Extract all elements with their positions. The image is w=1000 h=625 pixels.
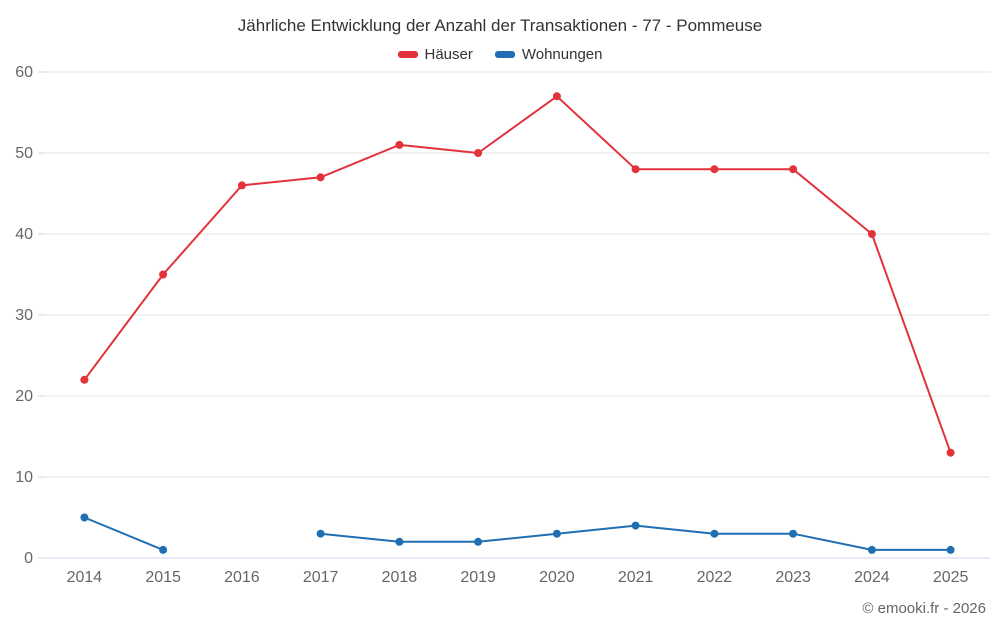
data-point-1-2023[interactable] — [789, 529, 798, 538]
ytick-label: 40 — [15, 226, 33, 243]
legend-item-0[interactable]: Häuser — [397, 46, 473, 63]
data-point-1-2015[interactable] — [159, 545, 168, 554]
legend-item-1[interactable]: Wohnungen — [494, 46, 603, 63]
data-point-1-2014[interactable] — [80, 513, 89, 522]
ytick-label: 20 — [15, 388, 33, 405]
data-point-0-2017[interactable] — [316, 173, 325, 182]
xtick-label: 2022 — [697, 569, 733, 586]
data-point-1-2021[interactable] — [631, 521, 640, 530]
data-point-0-2025[interactable] — [946, 448, 955, 457]
xtick-label: 2021 — [618, 569, 654, 586]
data-point-0-2022[interactable] — [710, 165, 719, 174]
chart-legend: Häuser Wohnungen — [0, 46, 1000, 63]
data-point-1-2020[interactable] — [552, 529, 561, 538]
xtick-label: 2019 — [460, 569, 496, 586]
data-point-1-2019[interactable] — [474, 537, 483, 546]
data-point-1-2022[interactable] — [710, 529, 719, 538]
xtick-label: 2016 — [224, 569, 260, 586]
legend-swatch-icon — [397, 51, 418, 58]
chart-title: Jährliche Entwicklung der Anzahl der Tra… — [237, 16, 763, 35]
xtick-label: 2023 — [775, 569, 811, 586]
series-line-0 — [83, 95, 952, 454]
data-point-0-2019[interactable] — [474, 149, 483, 157]
legend-swatch-icon — [494, 51, 515, 58]
data-point-0-2020[interactable] — [552, 92, 561, 101]
data-point-1-2024[interactable] — [867, 545, 876, 554]
data-point-1-2018[interactable] — [395, 537, 404, 546]
ytick-label: 0 — [24, 550, 33, 567]
data-point-0-2024[interactable] — [867, 230, 876, 238]
data-point-0-2018[interactable] — [395, 140, 404, 149]
footer-credit: © emooki.fr - 2026 — [862, 600, 986, 617]
data-point-0-2023[interactable] — [789, 165, 798, 174]
xtick-label: 2014 — [67, 569, 103, 586]
xtick-label: 2017 — [303, 569, 339, 586]
xtick-label: 2025 — [933, 569, 969, 586]
ytick-label: 30 — [15, 307, 33, 324]
data-point-0-2014[interactable] — [80, 375, 89, 384]
data-point-1-2025[interactable] — [946, 545, 955, 554]
data-point-0-2015[interactable] — [159, 270, 168, 279]
legend-label: Wohnungen — [521, 46, 603, 63]
xtick-label: 2018 — [382, 569, 418, 586]
ytick-label: 60 — [15, 64, 33, 81]
xtick-label: 2024 — [854, 569, 890, 586]
data-point-1-2017[interactable] — [316, 529, 325, 538]
ytick-label: 50 — [15, 145, 33, 162]
series-line-1 — [83, 516, 952, 551]
legend-label: Häuser — [424, 46, 473, 63]
data-point-0-2016[interactable] — [237, 181, 246, 190]
xtick-label: 2015 — [145, 569, 181, 586]
ytick-label: 10 — [15, 469, 33, 486]
data-point-0-2021[interactable] — [631, 165, 640, 174]
xtick-label: 2020 — [539, 569, 575, 586]
